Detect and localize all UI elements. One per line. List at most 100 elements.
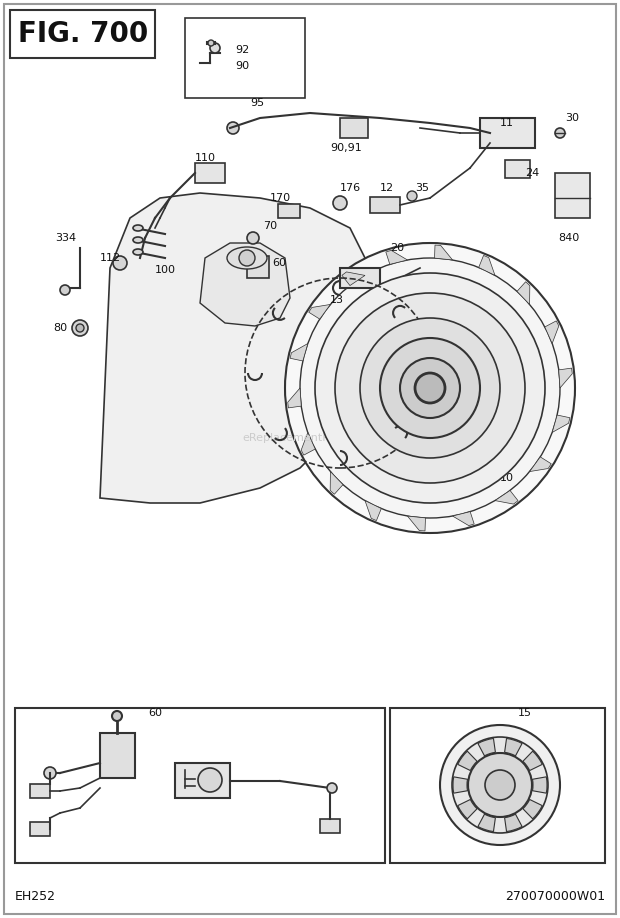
Polygon shape [100, 193, 370, 503]
Circle shape [452, 737, 548, 833]
Text: 13: 13 [330, 295, 344, 305]
Text: FIG. 700: FIG. 700 [18, 20, 148, 48]
Circle shape [210, 43, 220, 53]
Circle shape [400, 358, 460, 418]
Text: 70: 70 [263, 221, 277, 231]
Bar [185, 18, 305, 98]
Text: 20: 20 [390, 243, 404, 253]
Polygon shape [365, 500, 381, 521]
Wedge shape [478, 814, 495, 832]
Text: 100: 100 [155, 265, 176, 275]
Text: 24: 24 [525, 168, 539, 178]
Polygon shape [386, 251, 407, 264]
Circle shape [76, 324, 84, 332]
Circle shape [468, 753, 532, 817]
Ellipse shape [133, 225, 143, 231]
Text: 95: 95 [250, 98, 264, 108]
Text: 170: 170 [270, 193, 291, 203]
Bar [278, 204, 300, 218]
Circle shape [112, 711, 122, 721]
Circle shape [440, 725, 560, 845]
Bar [30, 822, 50, 836]
Text: 60: 60 [148, 708, 162, 718]
Wedge shape [523, 800, 542, 819]
Bar [10, 10, 155, 58]
Bar [15, 708, 385, 863]
Text: 334: 334 [55, 233, 76, 243]
Text: eReplacementParts.com: eReplacementParts.com [242, 433, 378, 443]
Polygon shape [435, 245, 453, 260]
Bar [480, 118, 535, 148]
Circle shape [285, 243, 575, 533]
Circle shape [407, 191, 417, 201]
Polygon shape [288, 388, 301, 408]
Circle shape [315, 273, 545, 503]
Circle shape [485, 770, 515, 800]
Wedge shape [458, 751, 477, 770]
Circle shape [208, 40, 214, 46]
Polygon shape [342, 272, 365, 285]
Bar [195, 163, 225, 183]
Text: 30: 30 [565, 113, 579, 123]
Polygon shape [552, 415, 570, 432]
Text: 11: 11 [500, 118, 514, 128]
Bar [390, 708, 605, 863]
Text: 12: 12 [380, 183, 394, 193]
Circle shape [327, 783, 337, 793]
Wedge shape [533, 777, 547, 793]
Polygon shape [495, 490, 518, 504]
Polygon shape [545, 321, 559, 343]
Text: 80: 80 [53, 323, 67, 333]
Polygon shape [559, 368, 572, 388]
Bar [370, 197, 400, 213]
Text: 35: 35 [415, 183, 429, 193]
Wedge shape [523, 751, 542, 770]
Polygon shape [200, 243, 290, 326]
Text: 110: 110 [195, 153, 216, 163]
Circle shape [239, 250, 255, 266]
Polygon shape [453, 511, 474, 526]
Wedge shape [505, 814, 522, 832]
Text: 10: 10 [500, 473, 514, 483]
Text: 15: 15 [518, 708, 532, 718]
Circle shape [300, 258, 560, 518]
Polygon shape [301, 432, 315, 455]
Circle shape [333, 196, 347, 210]
Bar [340, 118, 368, 138]
Wedge shape [505, 738, 522, 756]
Text: 92: 92 [235, 45, 249, 55]
Text: 840: 840 [558, 233, 579, 243]
Bar [100, 733, 135, 778]
Text: 112: 112 [100, 253, 121, 263]
Polygon shape [407, 516, 425, 531]
Bar [505, 160, 530, 178]
Circle shape [380, 338, 480, 438]
Circle shape [247, 232, 259, 244]
Circle shape [198, 768, 222, 792]
Polygon shape [479, 255, 495, 275]
Circle shape [227, 122, 239, 134]
Polygon shape [290, 343, 308, 361]
Text: 90: 90 [235, 61, 249, 71]
Ellipse shape [133, 249, 143, 255]
Text: 60: 60 [272, 258, 286, 268]
Circle shape [555, 128, 565, 138]
Polygon shape [330, 472, 343, 494]
Text: 176: 176 [340, 183, 361, 193]
Wedge shape [458, 800, 477, 819]
Bar [247, 256, 269, 278]
Text: EH252: EH252 [15, 890, 56, 902]
Circle shape [415, 373, 445, 403]
Text: 90,91: 90,91 [330, 143, 361, 153]
Circle shape [44, 767, 56, 779]
Circle shape [335, 293, 525, 483]
Bar [175, 763, 230, 798]
Polygon shape [309, 305, 330, 319]
Bar [340, 268, 380, 288]
Polygon shape [517, 282, 530, 305]
Ellipse shape [227, 247, 267, 269]
Ellipse shape [133, 237, 143, 243]
Circle shape [60, 285, 70, 295]
Bar [555, 173, 590, 218]
Wedge shape [453, 777, 467, 793]
